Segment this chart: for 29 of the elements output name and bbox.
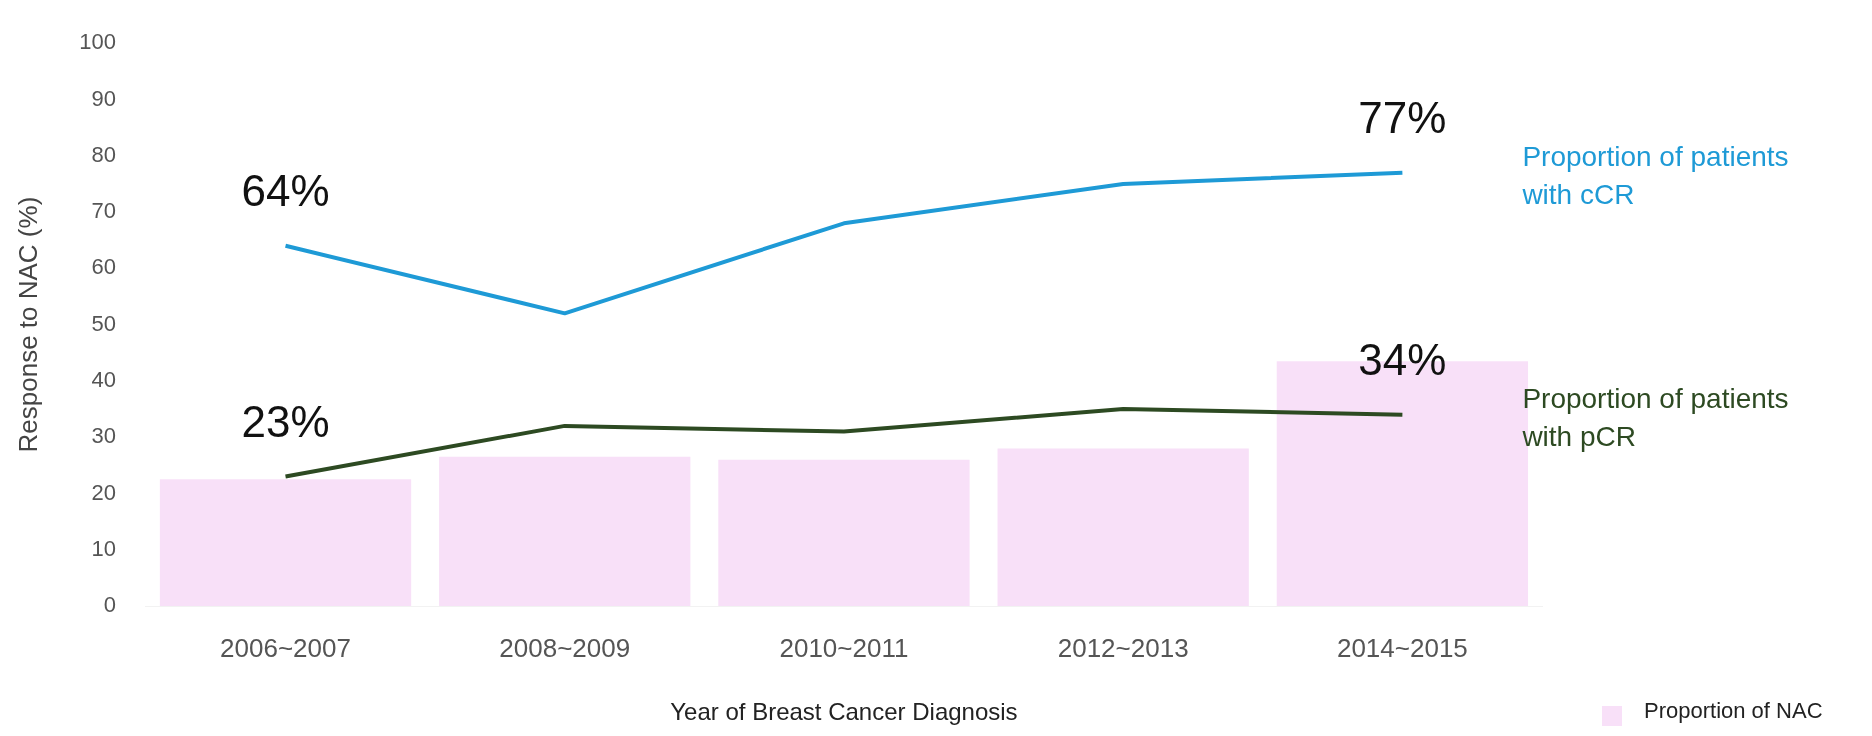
data-label: 77% [1358, 92, 1447, 142]
bar [439, 456, 691, 606]
y-axis-title: Response to NAC (%) [12, 196, 43, 453]
data-label: 64% [241, 165, 330, 215]
x-tick-label: 2014~2015 [1336, 632, 1468, 663]
data-label: 23% [241, 396, 330, 446]
bar [159, 479, 412, 606]
x-tick-label: 2008~2009 [499, 632, 631, 663]
y-tick-label: 60 [91, 254, 116, 280]
x-tick-label: 2006~2007 [220, 632, 351, 663]
bar [997, 448, 1249, 606]
y-tick-label: 40 [91, 366, 116, 392]
y-tick-label: 0 [103, 592, 116, 618]
bar [718, 459, 970, 606]
text: Proportion of patients with pCR [1521, 383, 1789, 453]
y-tick-label: 100 [79, 29, 116, 55]
text: Proportion of patients with cCR [1521, 141, 1789, 211]
y-tick-label: 90 [91, 85, 116, 111]
x-axis-title: Year of Breast Cancer Diagnosis [670, 698, 1018, 726]
data-label: 34% [1358, 334, 1447, 384]
y-tick-label: 10 [91, 535, 116, 561]
x-tick-label: 2010~2011 [779, 632, 909, 663]
y-tick-label: 20 [91, 479, 116, 505]
y-tick-label: 30 [91, 423, 116, 449]
y-tick-label: 70 [91, 198, 116, 224]
y-tick-label: 50 [91, 310, 116, 336]
legend-label: Proportion of NAC [1644, 698, 1823, 724]
y-tick-label: 80 [91, 141, 116, 167]
x-tick-label: 2012~2013 [1057, 632, 1189, 663]
